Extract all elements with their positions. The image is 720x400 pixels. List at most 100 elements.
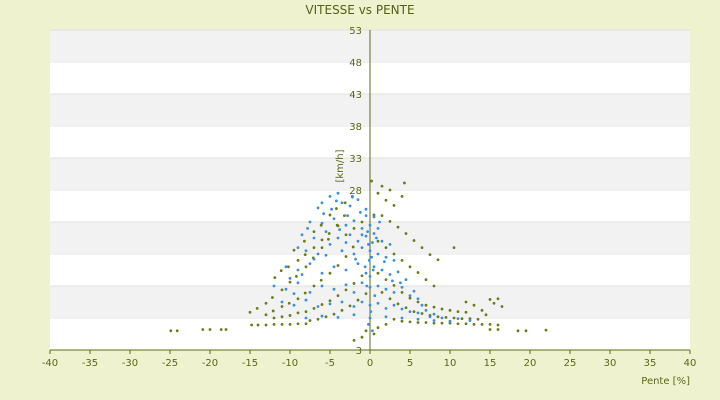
data-point <box>400 316 404 320</box>
x-tick-label: 0 <box>367 358 373 369</box>
data-point <box>492 301 496 305</box>
data-point <box>332 217 336 221</box>
data-point <box>364 329 368 333</box>
data-point <box>208 328 212 331</box>
data-point <box>384 287 388 291</box>
data-point <box>316 317 320 321</box>
data-point <box>308 262 312 265</box>
data-point <box>488 328 492 331</box>
data-point <box>316 305 320 308</box>
data-point <box>440 316 444 320</box>
data-point <box>288 314 292 317</box>
data-point <box>304 298 308 302</box>
data-point <box>376 271 380 275</box>
data-point <box>404 306 408 310</box>
data-point <box>352 339 356 342</box>
data-point <box>264 323 268 327</box>
data-point <box>432 321 436 325</box>
data-point <box>371 268 375 272</box>
data-point <box>480 323 484 326</box>
data-point <box>264 313 268 317</box>
data-point <box>392 203 396 207</box>
data-point <box>367 323 370 326</box>
data-point <box>496 328 500 331</box>
data-point <box>340 300 344 304</box>
data-point <box>219 328 223 331</box>
data-point <box>380 268 384 272</box>
data-point <box>364 207 368 211</box>
data-point <box>376 239 380 243</box>
data-point <box>416 321 420 324</box>
data-point <box>356 198 360 202</box>
data-point <box>408 296 412 300</box>
x-tick-label: 30 <box>604 358 617 369</box>
data-point <box>371 329 374 333</box>
data-point <box>400 285 404 289</box>
data-point <box>264 301 268 305</box>
data-point <box>332 312 336 316</box>
data-point <box>312 257 316 261</box>
data-point <box>516 329 520 333</box>
data-point <box>348 233 352 237</box>
data-point <box>456 317 460 321</box>
x-tick-label: 5 <box>407 358 413 369</box>
data-point <box>272 284 276 288</box>
y-tick-label: 38 <box>349 122 362 133</box>
data-point <box>256 323 260 327</box>
data-point <box>368 223 372 227</box>
data-point <box>308 319 312 322</box>
data-point <box>432 284 436 288</box>
data-point <box>416 317 420 321</box>
y-tick-label: 43 <box>349 90 362 101</box>
data-point <box>324 315 328 319</box>
data-point <box>296 281 300 285</box>
data-point <box>320 238 324 242</box>
data-point <box>404 278 408 281</box>
data-point <box>336 191 340 195</box>
data-point <box>416 300 420 304</box>
data-point <box>175 329 179 333</box>
data-point <box>340 249 344 253</box>
data-point <box>320 314 324 318</box>
data-point <box>376 326 380 329</box>
data-point <box>327 232 331 235</box>
data-point <box>304 322 308 326</box>
data-point <box>388 219 392 223</box>
data-point <box>351 195 354 198</box>
data-point <box>432 305 436 309</box>
data-point <box>396 225 400 229</box>
data-point <box>354 257 357 261</box>
data-point <box>367 243 370 246</box>
data-point <box>348 304 352 308</box>
data-point <box>380 214 384 218</box>
data-point <box>370 179 373 183</box>
data-point <box>365 284 369 288</box>
data-point <box>312 284 316 288</box>
data-point <box>372 332 376 336</box>
data-point <box>544 328 548 332</box>
data-point <box>312 246 316 250</box>
data-point <box>322 212 325 216</box>
data-point <box>480 308 484 312</box>
data-point <box>312 230 316 234</box>
data-point <box>464 322 468 326</box>
data-point <box>408 310 412 313</box>
y-tick-label: 48 <box>349 58 362 69</box>
data-point <box>400 319 404 323</box>
data-point <box>360 220 364 224</box>
data-point <box>420 312 424 315</box>
data-point <box>327 237 330 241</box>
data-point <box>320 221 324 225</box>
data-point <box>312 307 316 310</box>
y-axis-label: [km/h] <box>335 149 346 182</box>
data-point <box>169 329 173 333</box>
data-point <box>376 252 380 256</box>
data-point <box>316 252 320 256</box>
data-point <box>420 246 424 250</box>
data-points <box>169 179 548 342</box>
data-point <box>360 335 364 339</box>
data-point <box>408 294 412 297</box>
data-point <box>288 276 292 280</box>
data-point <box>424 308 428 312</box>
data-point <box>464 300 468 304</box>
